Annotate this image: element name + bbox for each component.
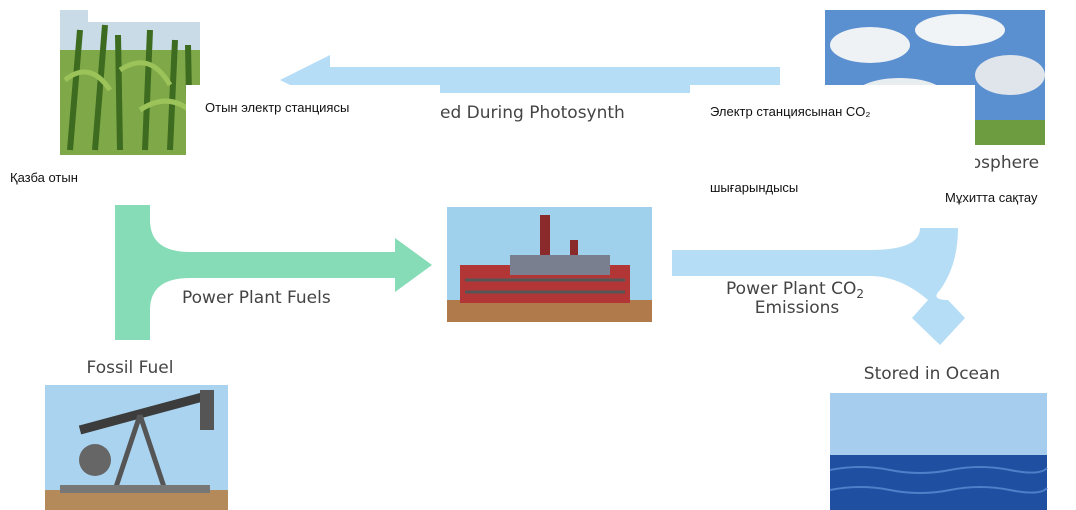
photosynthesis-label: ed During Photosynth [440, 103, 625, 123]
label-part: Power Plant CO [726, 279, 856, 299]
power-plant-image [447, 207, 652, 322]
diagram: ed During Photosynth nosphere Отын элект… [0, 0, 1076, 510]
ocean-label: Stored in Ocean [864, 364, 1000, 384]
label-subscript: 2 [856, 287, 864, 301]
translation-text: шығарындысы [710, 180, 798, 195]
corn-image [60, 10, 200, 155]
emissions-label-line2: Emissions [755, 298, 840, 318]
translation-text: Электр станциясынан CO₂ [710, 104, 870, 119]
oil-pump-image [45, 385, 228, 510]
translation-text: Отын электр станциясы [205, 100, 349, 115]
fuel-arrow [115, 205, 432, 340]
translation-text: Қазба отын [10, 170, 78, 185]
fossil-fuel-label: Fossil Fuel [87, 358, 174, 378]
translation-box [186, 85, 440, 155]
cover-box [88, 0, 200, 22]
ocean-image [830, 393, 1047, 510]
translation-text: Мұхитта сақтау [945, 190, 1038, 205]
fuels-label: Power Plant Fuels [182, 288, 331, 308]
